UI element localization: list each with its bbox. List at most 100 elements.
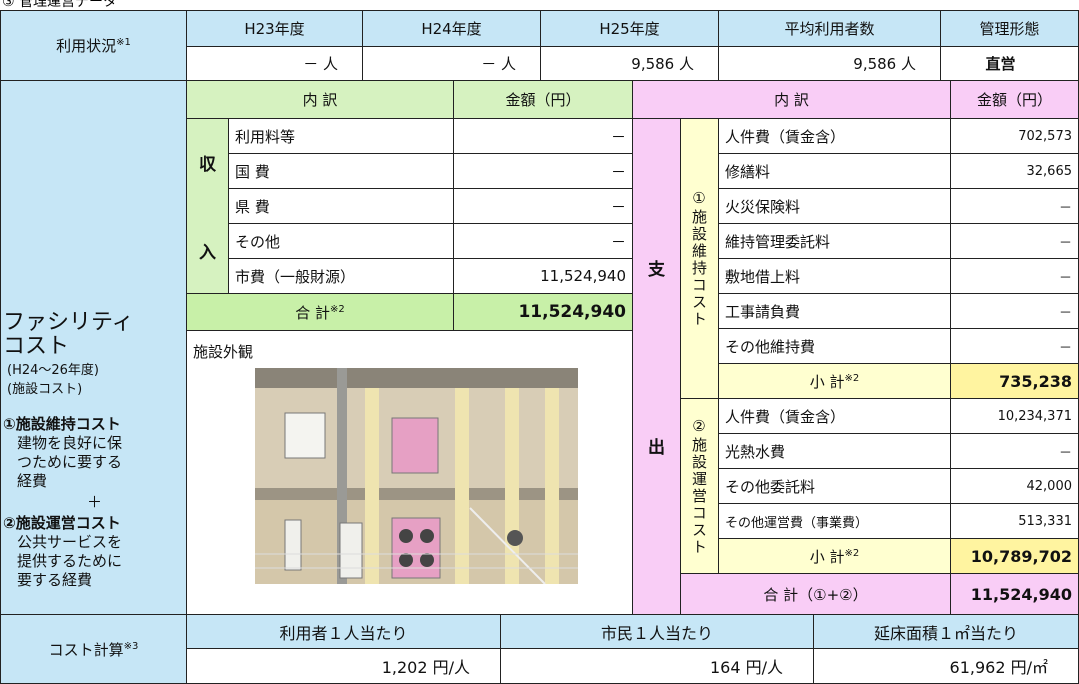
text: 火災保険料 (725, 197, 801, 216)
cost-value: 164 円/人 (500, 648, 814, 684)
text: － (1058, 235, 1072, 251)
income-total: 11,524,940 (453, 293, 633, 331)
operation-desc: 公共サービスを提供するために要する経費 (17, 533, 123, 589)
text: 修繕料 (725, 162, 771, 181)
income-item: 国 費 (228, 153, 454, 189)
text: 1,202 円/人 (381, 658, 470, 677)
expense-amount: － (950, 293, 1079, 329)
text: その他 (235, 232, 281, 251)
income-amount: － (453, 153, 633, 189)
subtotal: 735,238 (950, 363, 1079, 399)
subtotal: 10,789,702 (950, 538, 1079, 574)
text: 内 訳 (302, 91, 338, 109)
text: 人件費（賃金含） (725, 127, 846, 146)
text: 小 計 (809, 372, 845, 391)
income-total-label: 合 計※2 (186, 293, 454, 331)
income-amount: 11,524,940 (453, 258, 633, 294)
cost-header: 市民１人当たり (500, 614, 814, 649)
text: 敷地借上料 (725, 267, 801, 286)
period: (H24～26年度) (7, 363, 100, 378)
text: 金額（円） (505, 91, 581, 109)
text: 平均利用者数 (784, 20, 875, 38)
usage-value: 9,586 人 (540, 46, 719, 81)
expense-item: 人件費（賃金含） (718, 118, 951, 154)
text: 10,789,702 (970, 546, 1072, 566)
usage-header: 管理形態 (940, 10, 1079, 47)
text: 施設外観 (193, 343, 254, 361)
text: － (1058, 270, 1072, 286)
expense-item: 敷地借上料 (718, 258, 951, 294)
text: 合 計 (295, 303, 331, 322)
usage-label: 利用状況※1 (0, 10, 187, 81)
expense-amount: － (950, 258, 1079, 294)
maintenance-title: ①施設維持コスト (3, 415, 121, 433)
text: － (610, 127, 626, 146)
text: 管理形態 (979, 20, 1040, 38)
expense-total: 11,524,940 (950, 573, 1079, 615)
cost-header: 延床面積１㎡当たり (813, 614, 1079, 649)
usage-header: H23年度 (186, 10, 363, 47)
expense-item: 光熱水費 (718, 433, 951, 469)
text: － (1058, 340, 1072, 356)
text: 収 (199, 155, 216, 176)
usage-header: H24年度 (362, 10, 541, 47)
title-line: ファシリティ (3, 310, 134, 335)
operation-title: ②施設運営コスト (3, 514, 121, 532)
income-amount: － (453, 223, 633, 259)
expense-total-label: 合 計（①+②） (680, 573, 951, 615)
text: 10,234,371 (997, 408, 1072, 424)
expense-item: その他維持費 (718, 328, 951, 364)
text: その他委託料 (725, 477, 816, 496)
expense-amount: 32,665 (950, 153, 1079, 189)
maintenance-desc: 建物を良好に保つために要する経費 (17, 434, 123, 490)
expense-amount: 10,234,371 (950, 398, 1079, 434)
text: H24年度 (421, 20, 482, 38)
cost-label: コスト計算※3 (0, 614, 187, 684)
expense-item: その他運営費（事業費） (718, 503, 951, 539)
text: 工事請負費 (725, 302, 801, 321)
text: 内 訳 (774, 91, 809, 109)
usage-value: － 人 (186, 46, 363, 81)
text: その他運営費（事業費） (725, 515, 869, 531)
facility-photo (255, 368, 578, 584)
text: － 人 (303, 55, 338, 73)
note: ※3 (123, 640, 139, 652)
usage-value: 9,586 人 (718, 46, 941, 81)
expense-amount: － (950, 188, 1079, 224)
text: 直営 (985, 55, 1016, 73)
text: － (610, 232, 626, 251)
cost-value: 61,962 円/㎡ (813, 648, 1079, 684)
income-header: 金額（円） (453, 80, 633, 119)
expense-header: 内 訳 (632, 80, 951, 119)
usage-header: H25年度 (540, 10, 719, 47)
cost-value: 1,202 円/人 (186, 648, 501, 684)
facility-cost-label: ファシリティ コスト (H24～26年度) (施設コスト) ①施設維持コスト 建物を良好に… (0, 80, 187, 615)
text: 735,238 (999, 371, 1072, 391)
text: 小 計 (809, 547, 845, 566)
expense-item: 火災保険料 (718, 188, 951, 224)
text: － (610, 162, 626, 181)
text: 光熱水費 (725, 442, 786, 461)
title-line: コスト (3, 334, 70, 359)
text: 11,524,940 (970, 584, 1072, 604)
text: 金額（円） (976, 91, 1052, 109)
text: 県 費 (235, 197, 270, 216)
text: 61,962 円/㎡ (949, 658, 1048, 677)
text: 市民１人当たり (600, 623, 713, 643)
expense-item: その他委託料 (718, 468, 951, 504)
text: － (1058, 445, 1072, 461)
cost-header: 利用者１人当たり (186, 614, 501, 649)
text: 利用料等 (235, 127, 296, 146)
text: 702,573 (1018, 128, 1072, 144)
expense-amount: 513,331 (950, 503, 1079, 539)
subtotal-label: 小 計※2 (718, 538, 951, 574)
text: － (1058, 305, 1072, 321)
expense-amount: － (950, 223, 1079, 259)
expense-amount: 42,000 (950, 468, 1079, 504)
text: － 人 (481, 55, 516, 73)
income-amount: － (453, 188, 633, 224)
text: 42,000 (1026, 478, 1073, 494)
income-item: 市費（一般財源） (228, 258, 454, 294)
income-label: 収入 (186, 118, 229, 295)
income-header: 内 訳 (186, 80, 454, 119)
